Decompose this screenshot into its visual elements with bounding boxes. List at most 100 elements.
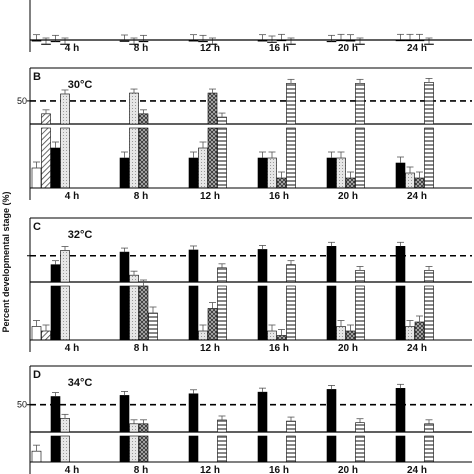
bar-4h-light-dots-upper	[60, 250, 70, 283]
bar-8h-cross-hatch	[138, 285, 149, 341]
bar-4h-open	[31, 40, 42, 42]
bar-24h-horizontal-stripes-upper	[424, 423, 434, 433]
x-tick-label: 24 h	[407, 43, 427, 54]
bar-12h-light-dots	[198, 41, 208, 43]
bar-12h-solid-black-upper	[188, 249, 199, 283]
bar-12h-horizontal-stripes-upper	[217, 419, 227, 433]
bar-12h-solid-black	[188, 435, 199, 463]
bar-24h-horizontal-stripes	[424, 435, 434, 463]
bar-24h-cross-hatch	[414, 177, 425, 189]
bar-8h-solid-black	[119, 435, 130, 463]
bar-16h-horizontal-stripes	[286, 127, 296, 189]
bar-20h-solid-black	[326, 157, 337, 189]
x-tick-label: 12 h	[200, 43, 220, 54]
y-tick-label: 50	[17, 400, 27, 410]
bar-20h-light-dots	[336, 157, 346, 189]
bar-16h-solid-black-upper	[257, 249, 268, 283]
bar-12h-horizontal-stripes-upper	[217, 267, 227, 283]
bar-4h-solid-black	[50, 435, 61, 463]
bar-20h-horizontal-stripes-upper	[355, 422, 365, 433]
x-tick-label: 12 h	[200, 191, 220, 202]
bar-8h-light-dots	[129, 435, 139, 463]
x-tick-label: 12 h	[200, 465, 220, 474]
panel-c: C 32°C 4 h 8 h 12 h 16 h 20 h 24 h	[27, 217, 472, 354]
x-tick-label: 24 h	[407, 465, 427, 474]
bar-8h-solid-black-upper	[119, 395, 130, 433]
bar-20h-horizontal-stripes-upper	[355, 270, 365, 283]
bar-20h-horizontal-stripes	[355, 285, 365, 341]
bar-4h-diag-hatch	[41, 330, 51, 341]
bar-4h-diag-hatch	[41, 43, 51, 45]
bar-16h-horizontal-stripes	[286, 435, 296, 463]
bar-4h-light-dots	[60, 285, 70, 341]
x-tick-label: 8 h	[134, 465, 148, 474]
x-tick-label: 4 h	[65, 43, 79, 54]
bar-8h-light-dots-upper	[129, 423, 139, 433]
x-tick-label: 8 h	[134, 191, 148, 202]
panel-temperature: 32°C	[68, 229, 93, 241]
x-tick-label: 8 h	[134, 343, 148, 354]
bar-12h-light-dots	[198, 330, 208, 341]
bar-4h-light-dots-upper	[60, 93, 70, 125]
bar-16h-solid-black	[257, 285, 268, 341]
bar-16h-light-dots	[267, 157, 277, 189]
bar-24h-horizontal-stripes	[424, 127, 434, 189]
bar-20h-horizontal-stripes-upper	[355, 83, 365, 125]
bar-24h-solid-black-upper	[395, 246, 406, 283]
bar-24h-horizontal-stripes-upper	[424, 270, 434, 283]
panel-a: 4 h 8 h 12 h 16 h 20 h 24 h	[29, 0, 472, 54]
x-tick-label: 16 h	[269, 43, 289, 54]
panel-temperature: 30°C	[68, 79, 93, 91]
bar-16h-horizontal-stripes-upper	[286, 420, 296, 433]
bar-12h-solid-black	[188, 157, 199, 189]
bar-8h-cross-hatch	[138, 127, 149, 189]
panel-temperature: 34°C	[68, 377, 93, 389]
panel-d: D 34°C 50 4 h 8 h 12 h 16 h 20 h 24 h	[17, 365, 472, 474]
bar-8h-cross-hatch	[138, 435, 149, 463]
panel-b: B 30°C 50 4 h 8 h 12 h 16 h 20 h 24 h	[17, 67, 472, 202]
bar-16h-solid-black	[257, 157, 268, 189]
bar-12h-solid-black	[188, 285, 199, 341]
bar-16h-solid-black-upper	[257, 391, 268, 433]
bar-12h-horizontal-stripes-upper	[217, 116, 227, 125]
y-tick-label: 50	[17, 96, 27, 106]
bar-24h-light-dots	[405, 326, 415, 341]
bar-20h-solid-black-upper	[326, 389, 337, 433]
y-axis-label: Percent developmental stage (%)	[1, 191, 11, 332]
bar-20h-solid-black	[326, 435, 337, 463]
x-tick-label: 8 h	[134, 43, 148, 54]
bar-24h-solid-black	[395, 285, 406, 341]
x-tick-label: 16 h	[269, 343, 289, 354]
x-tick-label: 20 h	[338, 465, 358, 474]
bar-8h-horizontal-stripes	[148, 312, 158, 341]
bar-12h-cross-hatch-upper	[207, 92, 218, 125]
bar-8h-solid-black	[119, 40, 130, 42]
bar-4h-light-dots	[60, 127, 70, 189]
bar-12h-horizontal-stripes	[217, 285, 227, 341]
bar-24h-horizontal-stripes-upper	[424, 82, 434, 125]
bar-20h-solid-black-upper	[326, 246, 337, 283]
bar-12h-solid-black	[188, 40, 199, 42]
panel-letter: B	[33, 71, 41, 83]
x-tick-label: 20 h	[338, 191, 358, 202]
bar-20h-cross-hatch	[345, 40, 356, 42]
bar-8h-solid-black-upper	[119, 251, 130, 283]
bar-4h-light-dots	[60, 435, 70, 463]
x-tick-label: 12 h	[200, 343, 220, 354]
bar-20h-solid-black	[326, 41, 337, 43]
bar-16h-horizontal-stripes	[286, 285, 296, 341]
bar-4h-solid-black	[50, 147, 61, 189]
bar-8h-solid-black	[119, 157, 130, 189]
bar-20h-light-dots	[336, 326, 346, 341]
bar-4h-open	[31, 326, 42, 341]
bar-8h-solid-black	[119, 285, 130, 341]
bar-12h-solid-black-upper	[188, 393, 199, 433]
bar-16h-cross-hatch	[276, 177, 287, 189]
bar-24h-light-dots	[405, 172, 415, 189]
x-tick-label: 4 h	[65, 343, 79, 354]
bar-24h-solid-black	[395, 162, 406, 189]
bar-16h-cross-hatch	[276, 335, 287, 341]
bar-4h-solid-black-upper	[50, 264, 61, 283]
x-tick-label: 20 h	[338, 43, 358, 54]
